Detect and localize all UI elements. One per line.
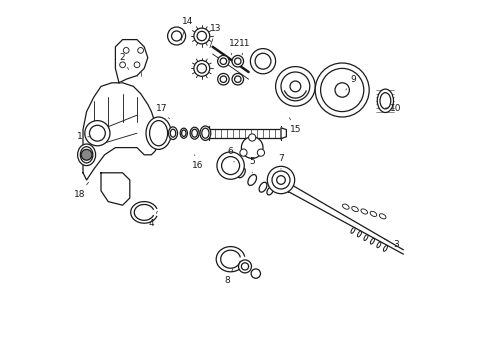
Ellipse shape xyxy=(171,129,176,137)
Circle shape xyxy=(239,260,251,273)
Circle shape xyxy=(218,55,229,67)
Ellipse shape xyxy=(169,127,177,139)
Circle shape xyxy=(257,149,265,156)
Circle shape xyxy=(197,31,206,41)
Circle shape xyxy=(197,64,206,73)
Polygon shape xyxy=(348,76,361,88)
Polygon shape xyxy=(333,70,343,83)
Ellipse shape xyxy=(149,121,168,146)
Circle shape xyxy=(172,31,182,41)
Ellipse shape xyxy=(377,242,381,248)
Ellipse shape xyxy=(77,144,96,166)
Circle shape xyxy=(232,55,244,67)
Ellipse shape xyxy=(259,182,267,192)
Ellipse shape xyxy=(357,231,362,237)
Text: 7: 7 xyxy=(278,154,284,169)
Text: 12: 12 xyxy=(228,39,240,55)
Text: 8: 8 xyxy=(224,269,233,285)
Circle shape xyxy=(242,137,263,158)
Text: 5: 5 xyxy=(249,157,255,173)
Text: 10: 10 xyxy=(386,104,402,112)
Text: 9: 9 xyxy=(346,75,356,90)
Ellipse shape xyxy=(192,129,197,137)
Circle shape xyxy=(320,68,364,112)
Circle shape xyxy=(194,60,210,76)
Circle shape xyxy=(134,62,140,68)
Circle shape xyxy=(217,152,245,179)
Text: 15: 15 xyxy=(290,118,301,134)
Polygon shape xyxy=(83,83,159,180)
Circle shape xyxy=(240,149,247,156)
Ellipse shape xyxy=(370,211,377,216)
Circle shape xyxy=(235,76,241,82)
Polygon shape xyxy=(346,94,360,107)
Ellipse shape xyxy=(351,228,355,233)
Circle shape xyxy=(90,125,105,141)
Circle shape xyxy=(268,166,294,194)
Ellipse shape xyxy=(200,126,211,140)
Ellipse shape xyxy=(182,130,186,136)
Circle shape xyxy=(277,176,285,184)
Polygon shape xyxy=(101,173,130,205)
Circle shape xyxy=(281,72,310,101)
Ellipse shape xyxy=(248,175,256,185)
Text: 16: 16 xyxy=(193,155,204,170)
Ellipse shape xyxy=(383,246,388,251)
Circle shape xyxy=(232,73,244,85)
Ellipse shape xyxy=(202,128,209,138)
Text: 4: 4 xyxy=(148,211,157,228)
Text: 14: 14 xyxy=(181,17,193,41)
Circle shape xyxy=(120,62,125,68)
Ellipse shape xyxy=(370,238,374,244)
Ellipse shape xyxy=(267,187,273,195)
Polygon shape xyxy=(330,96,341,109)
Ellipse shape xyxy=(364,235,368,240)
Text: 1: 1 xyxy=(76,132,90,141)
Circle shape xyxy=(251,269,261,278)
Circle shape xyxy=(218,73,229,85)
Circle shape xyxy=(315,63,369,117)
Circle shape xyxy=(248,134,256,141)
Text: 2: 2 xyxy=(120,53,128,69)
Ellipse shape xyxy=(180,128,187,138)
Text: 17: 17 xyxy=(156,104,170,119)
Circle shape xyxy=(275,67,315,106)
Text: 13: 13 xyxy=(210,24,222,48)
Text: 11: 11 xyxy=(239,39,251,55)
Circle shape xyxy=(220,58,227,64)
Ellipse shape xyxy=(146,117,171,149)
Circle shape xyxy=(85,121,110,146)
Polygon shape xyxy=(322,83,335,93)
Ellipse shape xyxy=(380,93,391,109)
Circle shape xyxy=(255,53,271,69)
Circle shape xyxy=(272,171,290,189)
Circle shape xyxy=(235,58,241,64)
Text: 18: 18 xyxy=(74,182,89,199)
Circle shape xyxy=(81,149,92,160)
Text: 6: 6 xyxy=(228,147,234,162)
Circle shape xyxy=(220,76,227,82)
Polygon shape xyxy=(116,40,148,83)
Circle shape xyxy=(242,263,248,270)
Circle shape xyxy=(194,28,210,44)
Ellipse shape xyxy=(361,209,368,214)
Ellipse shape xyxy=(343,204,349,209)
Ellipse shape xyxy=(238,168,245,178)
Circle shape xyxy=(221,157,240,175)
Ellipse shape xyxy=(352,207,358,212)
Circle shape xyxy=(138,48,144,53)
Ellipse shape xyxy=(379,214,386,219)
Circle shape xyxy=(168,27,186,45)
Circle shape xyxy=(250,49,275,74)
Ellipse shape xyxy=(377,89,393,112)
Circle shape xyxy=(290,81,301,92)
Ellipse shape xyxy=(190,127,199,139)
Text: 3: 3 xyxy=(384,239,399,249)
Polygon shape xyxy=(281,128,286,139)
Circle shape xyxy=(123,48,129,53)
Circle shape xyxy=(335,83,349,97)
Ellipse shape xyxy=(80,147,93,163)
